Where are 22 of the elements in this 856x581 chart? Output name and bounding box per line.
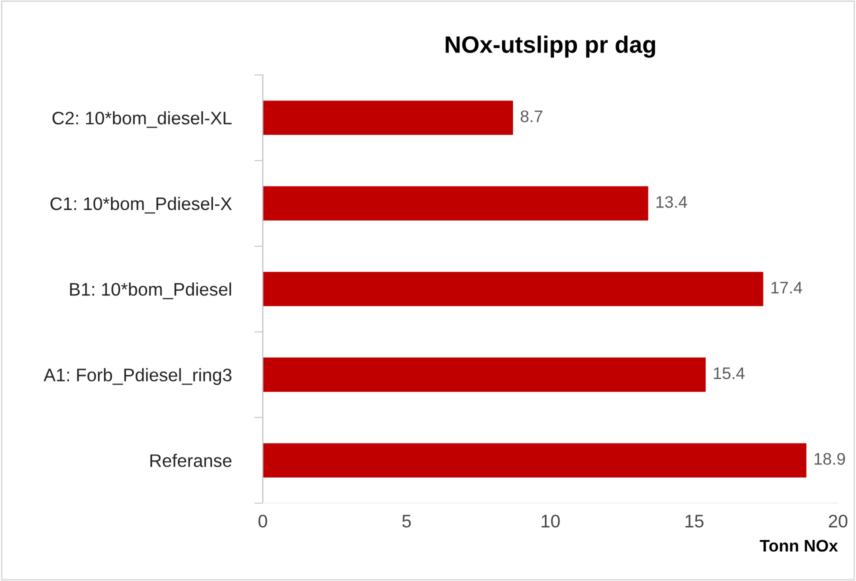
y-tick-label: Referanse bbox=[150, 454, 232, 468]
bar bbox=[262, 358, 706, 392]
chart-title: NOx-utslipp pr dag bbox=[446, 36, 656, 58]
bar bbox=[262, 100, 514, 135]
x-tick-label: 10 bbox=[542, 514, 560, 528]
x-tick-label: 0 bbox=[258, 514, 268, 528]
bar bbox=[262, 186, 648, 221]
bar bbox=[262, 443, 806, 478]
data-label: 8.7 bbox=[520, 110, 542, 122]
data-label: 18.9 bbox=[814, 453, 845, 465]
y-tick-label: B1: 10*bom_Pdiesel bbox=[70, 282, 232, 300]
y-tick-label: A1: Forb_Pdiesel_ring3 bbox=[44, 368, 232, 385]
x-tick-label: 5 bbox=[402, 514, 411, 528]
x-axis-title: Tonn NOx bbox=[760, 540, 838, 552]
data-label: 17.4 bbox=[771, 282, 802, 294]
bar bbox=[262, 272, 764, 306]
x-tick-label: 15 bbox=[686, 514, 704, 528]
y-tick-label: C1: 10*bom_Pdiesel-X bbox=[50, 196, 232, 214]
y-tick-label: C2: 10*bom_diesel-XL bbox=[52, 111, 232, 128]
data-label: 13.4 bbox=[656, 196, 688, 208]
data-label: 15.4 bbox=[714, 368, 745, 380]
x-tick-label: 20 bbox=[828, 514, 848, 528]
